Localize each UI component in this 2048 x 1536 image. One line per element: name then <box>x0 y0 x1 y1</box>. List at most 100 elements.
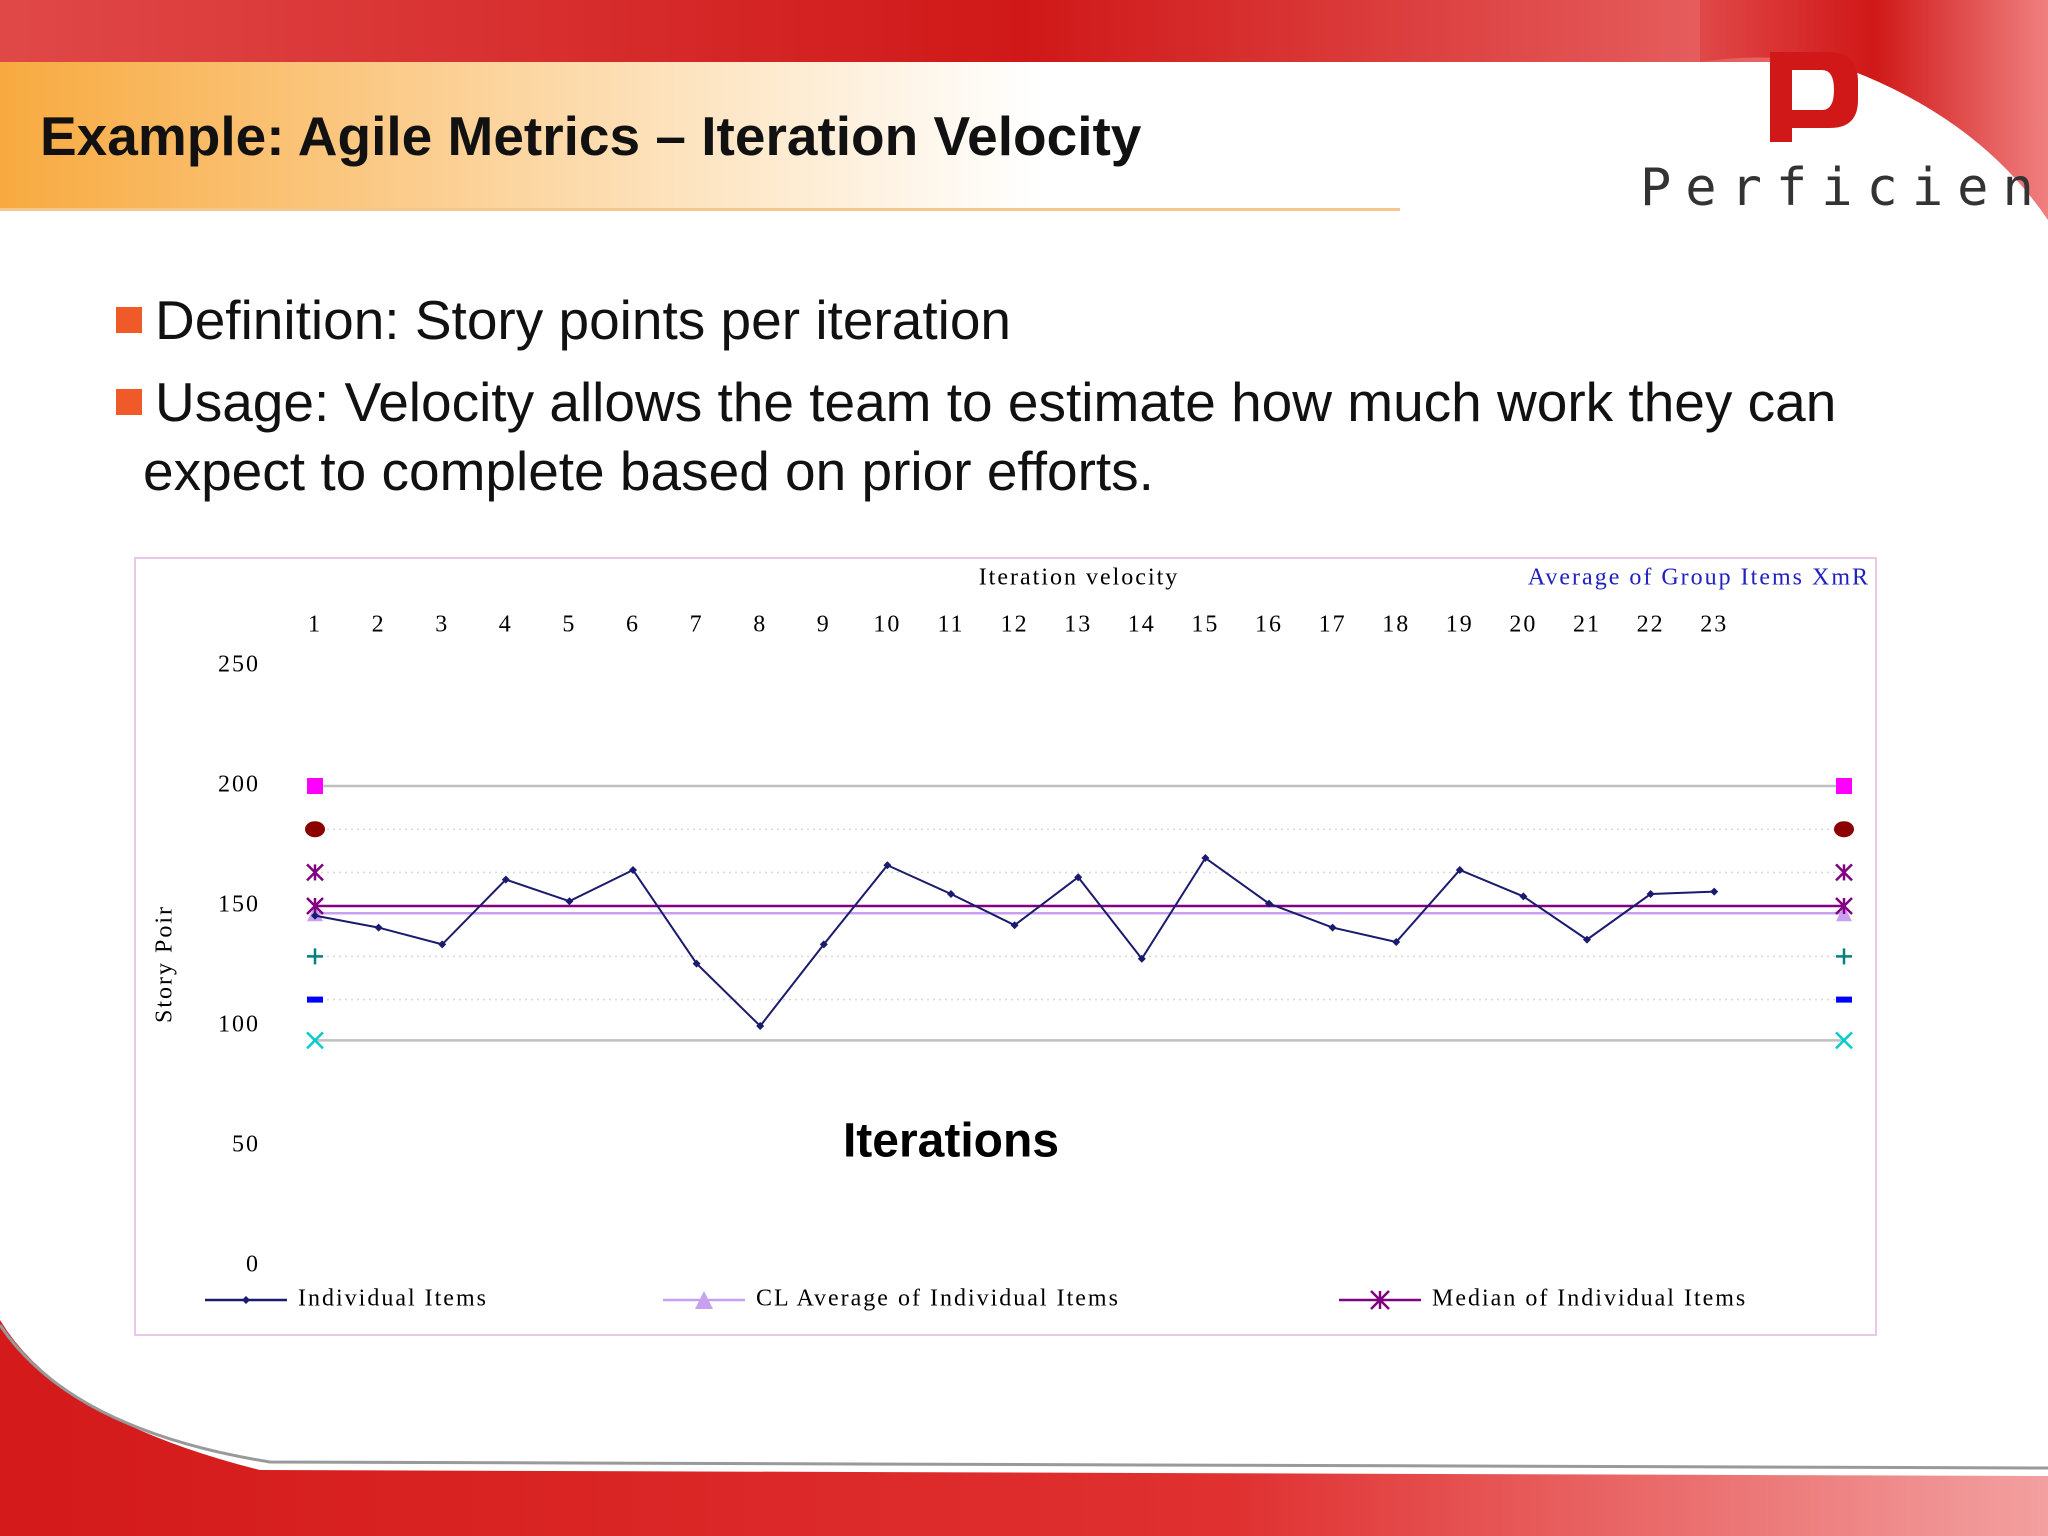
marker <box>756 1022 765 1030</box>
marker <box>629 866 637 874</box>
marker-shape <box>438 940 447 949</box>
marker <box>1835 1031 1853 1050</box>
x-tick-label: 7 <box>690 612 704 638</box>
marker-shape <box>1583 935 1591 944</box>
marker-shape <box>883 861 892 870</box>
x-tick-label: 21 <box>1573 612 1601 638</box>
marker <box>374 923 383 932</box>
x-tick-label: 8 <box>753 612 767 638</box>
legend-label: CL Average of Individual Items <box>756 1286 1120 1312</box>
marker <box>311 911 319 920</box>
slide-title: Example: Agile Metrics – Iteration Veloc… <box>40 105 1142 167</box>
marker-shape <box>1074 873 1083 882</box>
marker <box>692 959 701 968</box>
marker-shape <box>1836 778 1852 794</box>
chart-subtitle: Average of Group Items XmR <box>1528 565 1870 591</box>
marker <box>307 948 323 965</box>
marker-shape <box>1137 954 1146 963</box>
marker <box>1646 890 1655 898</box>
marker-shape <box>1265 899 1273 908</box>
marker-shape <box>947 890 955 898</box>
bullet-text: Usage: Velocity allows the team to estim… <box>143 371 1837 502</box>
marker <box>242 1296 250 1304</box>
x-tick-label: 17 <box>1319 612 1347 638</box>
x-tick-label: 3 <box>435 612 449 638</box>
marker <box>1392 938 1401 946</box>
marker <box>501 875 510 884</box>
marker-shape <box>692 959 701 968</box>
legend-label: Individual Items <box>298 1286 488 1312</box>
marker <box>1836 996 1852 1003</box>
x-tick-label: 2 <box>372 612 386 638</box>
marker <box>438 940 447 949</box>
x-tick-label: 4 <box>499 612 513 638</box>
marker-shape <box>1646 890 1655 898</box>
marker <box>1074 873 1083 882</box>
marker-shape <box>565 897 574 906</box>
marker-stroke <box>1835 1031 1853 1050</box>
marker-shape <box>305 821 325 838</box>
marker <box>1265 899 1273 908</box>
y-tick-label: 150 <box>218 892 260 918</box>
marker-shape <box>307 996 323 1003</box>
bullet: Definition: Story points per iteration <box>116 286 1863 355</box>
marker <box>1710 887 1719 896</box>
x-tick-label: 23 <box>1700 612 1728 638</box>
x-tick-label: 20 <box>1509 612 1537 638</box>
x-tick-label: 12 <box>1001 612 1029 638</box>
x-tick-label: 22 <box>1637 612 1665 638</box>
x-tick-label: 18 <box>1382 612 1410 638</box>
marker <box>1201 854 1210 862</box>
marker-shape <box>1519 892 1528 901</box>
x-tick-label: 1 <box>308 612 322 638</box>
marker <box>306 1031 324 1050</box>
marker <box>565 897 574 906</box>
y-axis-label: Story Poir <box>152 905 178 1023</box>
marker <box>1519 892 1528 901</box>
marker <box>1835 863 1853 882</box>
bullet-text: Definition: Story points per iteration <box>155 289 1011 351</box>
logo-text: Perficient <box>1640 158 2048 218</box>
marker <box>305 821 325 838</box>
marker-shape <box>819 940 828 949</box>
x-tick-label: 13 <box>1064 612 1092 638</box>
marker <box>1370 1290 1390 1310</box>
marker <box>1455 866 1464 874</box>
x-tick-label: 15 <box>1191 612 1219 638</box>
legend-label: Median of Individual Items <box>1432 1286 1747 1312</box>
marker-shape <box>242 1296 250 1304</box>
y-tick-label: 200 <box>218 772 260 798</box>
marker-shape <box>1010 921 1019 930</box>
marker-shape <box>307 778 323 794</box>
bullet-icon <box>116 389 142 415</box>
y-tick-label: 0 <box>246 1252 260 1278</box>
marker <box>306 897 324 915</box>
marker <box>306 863 324 882</box>
marker-shape <box>1201 854 1210 862</box>
marker <box>1835 897 1853 915</box>
x-tick-label: 16 <box>1255 612 1283 638</box>
y-tick-label: 250 <box>218 652 260 678</box>
marker-shape <box>1710 887 1719 896</box>
y-tick-label: 100 <box>218 1012 260 1038</box>
marker-shape <box>1328 923 1337 932</box>
marker <box>307 778 323 794</box>
bullet: Usage: Velocity allows the team to estim… <box>116 368 1863 506</box>
marker <box>1834 821 1854 838</box>
chart-title: Iteration velocity <box>979 565 1180 591</box>
marker-shape <box>1455 866 1464 874</box>
y-tick-label: 50 <box>232 1132 260 1158</box>
marker <box>307 996 323 1003</box>
marker-shape <box>374 923 383 932</box>
x-axis-label: Iterations <box>843 1115 1059 1168</box>
marker-shape <box>311 911 319 920</box>
marker-shape <box>695 1291 713 1309</box>
marker <box>1836 778 1852 794</box>
marker <box>1010 921 1019 930</box>
chart-frame <box>134 557 1877 1336</box>
x-tick-label: 14 <box>1128 612 1156 638</box>
x-tick-label: 10 <box>873 612 901 638</box>
